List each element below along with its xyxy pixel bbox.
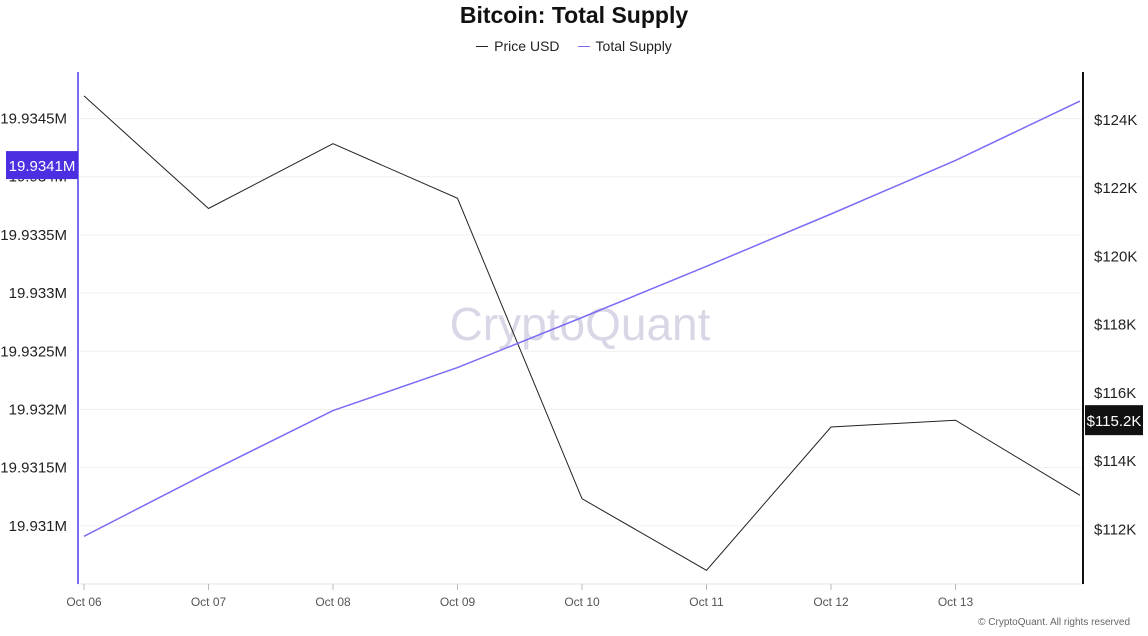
series-line-supply bbox=[83, 100, 1081, 537]
right-tick-label: $120K bbox=[1094, 248, 1137, 265]
left-tick-label: 19.9345M bbox=[0, 111, 67, 128]
chart-title: Bitcoin: Total Supply bbox=[459, 2, 689, 28]
legend-swatch-price bbox=[476, 45, 489, 47]
x-tick-label: Oct 13 bbox=[938, 595, 974, 609]
left-tick-label: 19.932M bbox=[9, 401, 67, 418]
x-tick-label: Oct 12 bbox=[813, 595, 849, 609]
left-tick-label: 19.931M bbox=[9, 518, 67, 535]
legend-label-price: Price USD bbox=[494, 38, 560, 54]
left-tick-label: 19.9325M bbox=[0, 343, 67, 360]
legend-label-supply: Total Supply bbox=[595, 38, 672, 54]
left-tick-label: 19.9335M bbox=[0, 227, 67, 244]
right-current-value-label: $115.2K bbox=[1087, 413, 1142, 430]
x-tick-label: Oct 07 bbox=[191, 595, 227, 609]
legend-item-price[interactable]: Price USD bbox=[476, 38, 560, 54]
left-tick-label: 19.9315M bbox=[0, 460, 67, 477]
right-current-value-badge bbox=[1085, 405, 1143, 436]
right-tick-label: $114K bbox=[1094, 453, 1136, 470]
left-current-value-badge bbox=[6, 151, 78, 180]
x-tick-label: Oct 11 bbox=[689, 595, 724, 609]
watermark-text: CryptoQuant bbox=[450, 298, 711, 350]
x-tick-label: Oct 08 bbox=[315, 595, 351, 609]
right-tick-label: $118K bbox=[1094, 317, 1136, 334]
copyright-notice: © CryptoQuant. All rights reserved bbox=[978, 617, 1130, 628]
right-tick-label: $122K bbox=[1094, 180, 1137, 197]
series-line-price bbox=[83, 95, 1081, 571]
right-tick-label: $124K bbox=[1094, 112, 1137, 129]
left-tick-label: 19.933M bbox=[9, 285, 67, 302]
right-tick-label: $112K bbox=[1094, 521, 1136, 538]
chart-legend: Price USD Total Supply bbox=[0, 38, 1148, 54]
left-current-value-label: 19.9341M bbox=[9, 158, 76, 175]
legend-swatch-supply bbox=[577, 45, 590, 47]
legend-item-supply[interactable]: Total Supply bbox=[577, 38, 672, 54]
x-tick-label: Oct 09 bbox=[440, 595, 476, 609]
right-tick-label: $116K bbox=[1094, 385, 1136, 402]
x-tick-label: Oct 10 bbox=[564, 595, 600, 609]
x-tick-label: Oct 06 bbox=[66, 595, 102, 609]
